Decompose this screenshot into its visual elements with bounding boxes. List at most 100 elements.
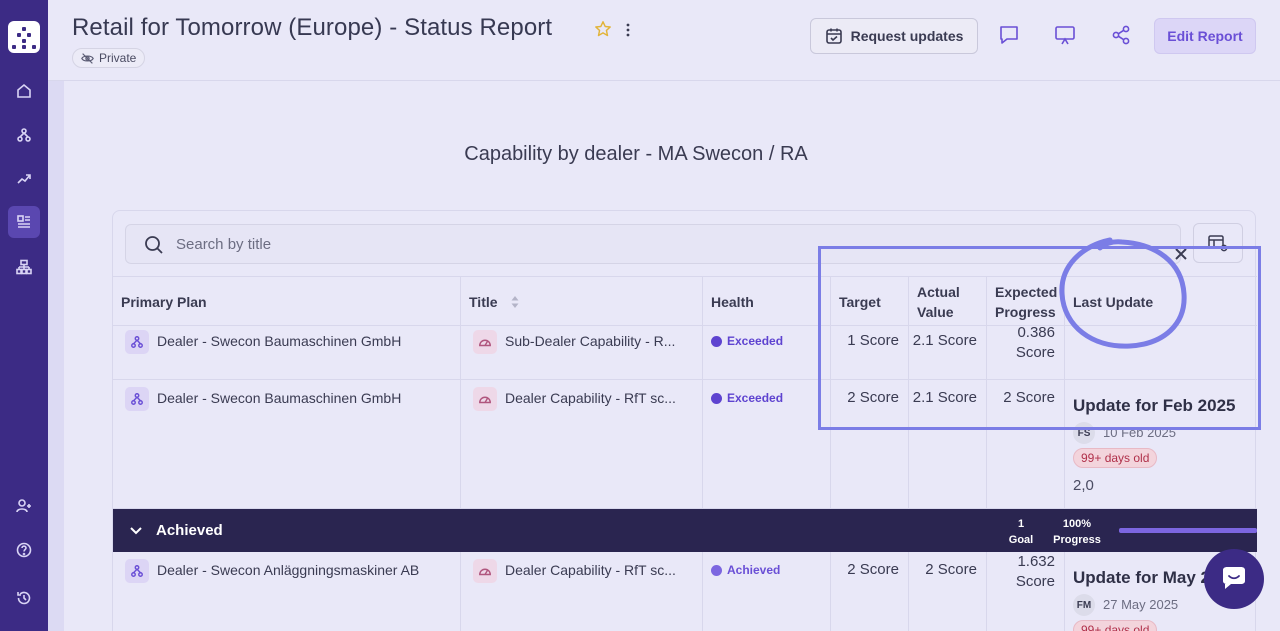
primary-plan-link[interactable]: Dealer - Swecon Baumaschinen GmbH: [157, 390, 402, 406]
hierarchy-icon[interactable]: [8, 119, 40, 151]
column-header-title[interactable]: Title: [461, 277, 703, 326]
column-divider: [831, 326, 909, 509]
column-divider: [987, 326, 1065, 509]
expected-progress-value: 1.632 Score: [1015, 553, 1055, 590]
report-content: Capability by dealer - MA Swecon / RA Pr…: [48, 81, 1280, 631]
column-header-primary-plan[interactable]: Primary Plan: [113, 277, 461, 326]
expected-progress-value: 2 Score: [1003, 389, 1055, 406]
goals-table-panel: Primary Plan Title Health Target Actual …: [112, 210, 1257, 631]
health-badge: Exceeded: [711, 334, 783, 348]
health-badge: Achieved: [711, 563, 780, 577]
group-goal-label: Goal: [1008, 534, 1034, 546]
eye-off-icon: [81, 53, 94, 64]
actual-value: 2.1 Score: [912, 332, 977, 349]
search-icon: [145, 236, 163, 254]
search-box: [125, 224, 1187, 264]
present-icon[interactable]: [1054, 24, 1078, 48]
calendar-check-icon: [825, 28, 842, 44]
share-icon[interactable]: [1110, 24, 1134, 48]
target-value: 2 Score: [847, 389, 899, 406]
column-header-actual-value[interactable]: Actual Value: [909, 277, 987, 326]
chat-support-button[interactable]: [1204, 549, 1264, 609]
column-header-target[interactable]: Target: [831, 277, 909, 326]
left-navigation: [0, 0, 48, 631]
column-divider: [461, 326, 703, 509]
last-update-title[interactable]: Update for Feb 2025: [1073, 396, 1236, 415]
column-divider: [703, 326, 831, 509]
goal-title-link[interactable]: Sub-Dealer Capability - R...: [505, 333, 676, 349]
primary-plan-link[interactable]: Dealer - Swecon Anläggningsmaskiner AB: [157, 562, 420, 578]
avatar: FM: [1073, 594, 1095, 616]
more-options-icon[interactable]: [622, 21, 634, 39]
table-row[interactable]: Dealer - Swecon Baumaschinen GmbH Sub-De…: [113, 324, 1257, 380]
column-settings-button[interactable]: [1193, 223, 1243, 263]
add-user-icon[interactable]: [8, 490, 40, 522]
stale-update-badge: 99+ days old: [1073, 448, 1158, 468]
table-row[interactable]: Dealer - Swecon Anläggningsmaskiner AB D…: [113, 552, 1257, 631]
group-label: Achieved: [156, 522, 223, 539]
edit-report-button[interactable]: Edit Report: [1154, 18, 1256, 54]
group-goal-number: 1: [1017, 518, 1025, 530]
goals-table: Primary Plan Title Health Target Actual …: [113, 276, 1257, 631]
column-header-health[interactable]: Health: [703, 277, 831, 326]
trend-icon[interactable]: [8, 163, 40, 195]
favorite-star-icon[interactable]: [594, 20, 612, 38]
column-divider: [703, 552, 831, 631]
search-input[interactable]: [176, 233, 1076, 255]
expected-progress-value: 0.386 Score: [1015, 324, 1055, 361]
page-title: Retail for Tomorrow (Europe) - Status Re…: [72, 14, 553, 41]
private-badge-label: Private: [99, 51, 137, 65]
target-value: 1 Score: [847, 332, 899, 349]
goal-title-link[interactable]: Dealer Capability - RfT sc...: [505, 390, 676, 406]
actual-value: 2.1 Score: [912, 389, 977, 406]
group-progress-percent: 100%: [1062, 518, 1092, 530]
column-divider: [987, 552, 1065, 631]
widget-title: Capability by dealer - MA Swecon / RA: [464, 143, 808, 165]
group-row-achieved[interactable]: Achieved 1 Goal 100% Progress: [113, 509, 1257, 552]
chat-icon: [1223, 567, 1245, 589]
org-chart-icon[interactable]: [8, 251, 40, 283]
history-icon[interactable]: [8, 582, 40, 614]
avatar: FS: [1073, 422, 1095, 444]
health-badge: Exceeded: [711, 391, 783, 405]
gauge-icon: [473, 330, 497, 354]
app-logo[interactable]: [8, 21, 40, 53]
table-header: Primary Plan Title Health Target Actual …: [113, 276, 1257, 326]
help-icon[interactable]: [8, 534, 40, 566]
column-header-expected-progress[interactable]: Expected Progress: [987, 277, 1065, 326]
comment-icon[interactable]: [998, 24, 1022, 48]
last-update-value: 2,0: [1073, 477, 1094, 494]
home-icon[interactable]: [8, 75, 40, 107]
request-updates-label: Request updates: [850, 28, 964, 44]
chevron-down-icon[interactable]: [129, 523, 143, 537]
plan-icon: [125, 387, 149, 411]
reports-icon[interactable]: [8, 206, 40, 238]
gauge-icon: [473, 559, 497, 583]
page-header: Retail for Tomorrow (Europe) - Status Re…: [48, 0, 1280, 81]
goal-title-link[interactable]: Dealer Capability - RfT sc...: [505, 562, 676, 578]
column-settings-icon: [1208, 235, 1228, 252]
plan-icon: [125, 330, 149, 354]
last-update-date: 27 May 2025: [1103, 597, 1179, 612]
private-badge: Private: [72, 48, 146, 68]
table-row[interactable]: Dealer - Swecon Baumaschinen GmbH Dealer…: [113, 380, 1257, 509]
stale-update-badge: 99+ days old: [1073, 620, 1158, 631]
request-updates-button[interactable]: Request updates: [810, 18, 978, 54]
section-stripe: [48, 81, 64, 631]
column-header-title-label: Title: [469, 293, 498, 310]
sort-icon[interactable]: [510, 295, 520, 309]
group-progress-bar: [1119, 528, 1257, 533]
group-goal-count: 1 Goal: [1001, 516, 1041, 548]
clear-search-icon[interactable]: [1154, 235, 1187, 260]
actual-value: 2 Score: [925, 561, 977, 578]
primary-plan-link[interactable]: Dealer - Swecon Baumaschinen GmbH: [157, 333, 402, 349]
column-divider: [113, 326, 461, 509]
last-update-title[interactable]: Update for May 2: [1073, 568, 1210, 587]
last-update-date: 10 Feb 2025: [1103, 425, 1177, 440]
column-header-last-update[interactable]: Last Update: [1073, 293, 1154, 310]
column-divider: [113, 552, 461, 631]
column-divider: [909, 552, 987, 631]
group-progress-label: Progress: [1053, 534, 1101, 546]
column-divider: [831, 552, 909, 631]
column-divider: [461, 552, 703, 631]
